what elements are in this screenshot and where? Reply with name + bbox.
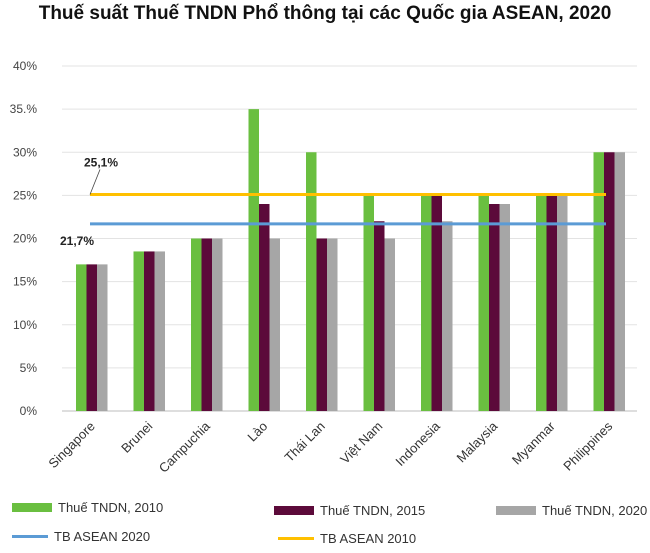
bar-2-0 — [97, 264, 108, 411]
bar-2-1 — [154, 251, 165, 411]
x-tick-label: Việt Nam — [337, 419, 385, 467]
y-tick-label: 5% — [20, 361, 38, 375]
legend-item-tb2010: TB ASEAN 2010 — [278, 531, 416, 546]
bar-2-7 — [499, 204, 510, 411]
bar-1-0 — [86, 264, 97, 411]
x-tick-label: Campuchia — [156, 418, 214, 476]
legend-swatch-tb2020 — [12, 535, 48, 538]
bar-2-4 — [327, 238, 338, 411]
x-tick-label: Myanmar — [509, 418, 558, 467]
bar-0-3 — [248, 109, 259, 411]
x-tick-label: Philippines — [560, 418, 615, 473]
bar-0-1 — [133, 251, 144, 411]
bar-0-6 — [421, 195, 432, 411]
x-tick-label: Malaysia — [453, 418, 500, 465]
legend-item-2020: Thuế TNDN, 2020 — [496, 503, 647, 518]
bar-1-9 — [604, 152, 615, 411]
bar-1-5 — [374, 221, 385, 411]
legend-swatch-2015 — [274, 506, 314, 515]
bar-1-1 — [144, 251, 155, 411]
bar-1-2 — [201, 238, 212, 411]
bar-1-8 — [546, 195, 557, 411]
bar-0-5 — [363, 195, 374, 411]
reference-label-tb2020: 21,7% — [60, 234, 94, 248]
bar-0-7 — [478, 195, 489, 411]
y-tick-label: 20% — [13, 232, 37, 246]
x-tick-label: Lào — [244, 419, 270, 445]
bar-0-4 — [306, 152, 317, 411]
x-tick-label: Singapore — [45, 419, 98, 472]
reference-leader-tb2010 — [89, 169, 101, 195]
legend-label-tb2020: TB ASEAN 2020 — [54, 529, 151, 544]
x-tick-label: Indonesia — [392, 418, 443, 469]
bar-1-4 — [316, 238, 327, 411]
y-tick-label: 40% — [13, 59, 37, 73]
y-tick-label: 30% — [13, 145, 37, 159]
legend-item-2015: Thuế TNDN, 2015 — [274, 503, 425, 518]
reference-label-tb2010: 25,1% — [84, 156, 118, 170]
legend-item-2010: Thuế TNDN, 2010 — [12, 500, 163, 515]
x-tick-label: Thái Lan — [281, 419, 327, 465]
x-tick-label: Brunei — [118, 418, 155, 455]
bar-0-0 — [76, 264, 87, 411]
y-tick-label: 0% — [20, 404, 38, 418]
legend-label-2015: Thuế TNDN, 2015 — [320, 503, 426, 518]
bar-0-2 — [191, 238, 202, 411]
legend-item-tb2020: TB ASEAN 2020 — [12, 529, 150, 544]
legend-swatch-2010 — [12, 503, 52, 512]
legend-swatch-2020 — [496, 506, 536, 515]
bar-2-2 — [212, 238, 223, 411]
legend-swatch-tb2010 — [278, 537, 314, 540]
y-tick-label: 35.% — [10, 102, 38, 116]
bar-1-6 — [431, 195, 442, 411]
bar-0-9 — [593, 152, 604, 411]
y-tick-label: 25% — [13, 188, 37, 202]
bar-2-8 — [557, 195, 568, 411]
legend-label-2020: Thuế TNDN, 2020 — [542, 503, 648, 518]
legend-label-2010: Thuế TNDN, 2010 — [58, 500, 164, 515]
bar-1-3 — [259, 204, 270, 411]
bar-2-9 — [614, 152, 625, 411]
chart-title: Thuế suất Thuế TNDN Phổ thông tại các Qu… — [38, 3, 612, 24]
bar-2-5 — [384, 238, 395, 411]
y-tick-label: 10% — [13, 318, 37, 332]
bar-0-8 — [536, 195, 547, 411]
bar-2-3 — [269, 238, 280, 411]
bar-2-6 — [442, 221, 453, 411]
legend-label-tb2010: TB ASEAN 2010 — [320, 531, 417, 546]
y-tick-label: 15% — [13, 275, 37, 289]
bar-1-7 — [489, 204, 500, 411]
